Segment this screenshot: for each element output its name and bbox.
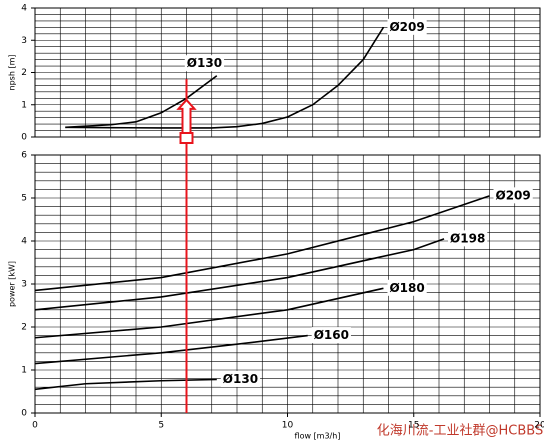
series-label: Ø180 [389,281,424,295]
label-bg [311,327,351,344]
series-line [34,334,308,365]
label-bg [387,279,427,296]
y-axis-label: npsh [m] [8,55,17,91]
watermark: 化海川流-工业社群@HCBBS [377,423,543,439]
series-label: Ø209 [496,188,531,202]
y-tick-label: 3 [21,280,27,290]
y-tick-label: 3 [21,36,27,46]
series-line [65,26,385,129]
series-line [65,75,218,129]
x-tick-label: 20 [534,421,544,431]
y-tick-label: 2 [21,68,27,78]
annotation-arrow-base [179,132,194,144]
y-tick-label: 4 [21,4,27,14]
label-bg [387,18,427,35]
y-tick-label: 2 [21,323,27,333]
series-label: Ø130 [223,372,258,386]
label-bg [184,55,225,72]
y-tick-label: 1 [21,100,27,110]
series-line [34,238,445,311]
y-tick-label: 4 [21,237,27,247]
series-label: Ø130 [187,56,222,70]
x-axis-label: flow [m3/h] [295,432,341,441]
y-tick-label: 0 [21,133,27,143]
series-label: Ø209 [389,20,424,34]
y-tick-label: 5 [21,194,27,204]
label-bg [448,230,488,247]
series-label: Ø198 [450,231,485,245]
x-tick-label: 15 [408,421,419,431]
y-axis-label: power [kW] [8,261,17,307]
y-tick-label: 1 [21,366,27,376]
series-line [34,195,490,292]
label-bg [493,187,533,204]
y-tick-label: 0 [21,409,27,419]
x-tick-label: 0 [32,421,38,431]
annotation-arrow [176,98,197,138]
x-tick-label: 5 [158,421,164,431]
x-tick-label: 10 [282,421,294,431]
y-tick-label: 6 [21,151,27,161]
series-line [34,287,384,339]
series-line [34,378,217,391]
series-label: Ø160 [314,328,349,342]
label-bg [220,370,261,387]
